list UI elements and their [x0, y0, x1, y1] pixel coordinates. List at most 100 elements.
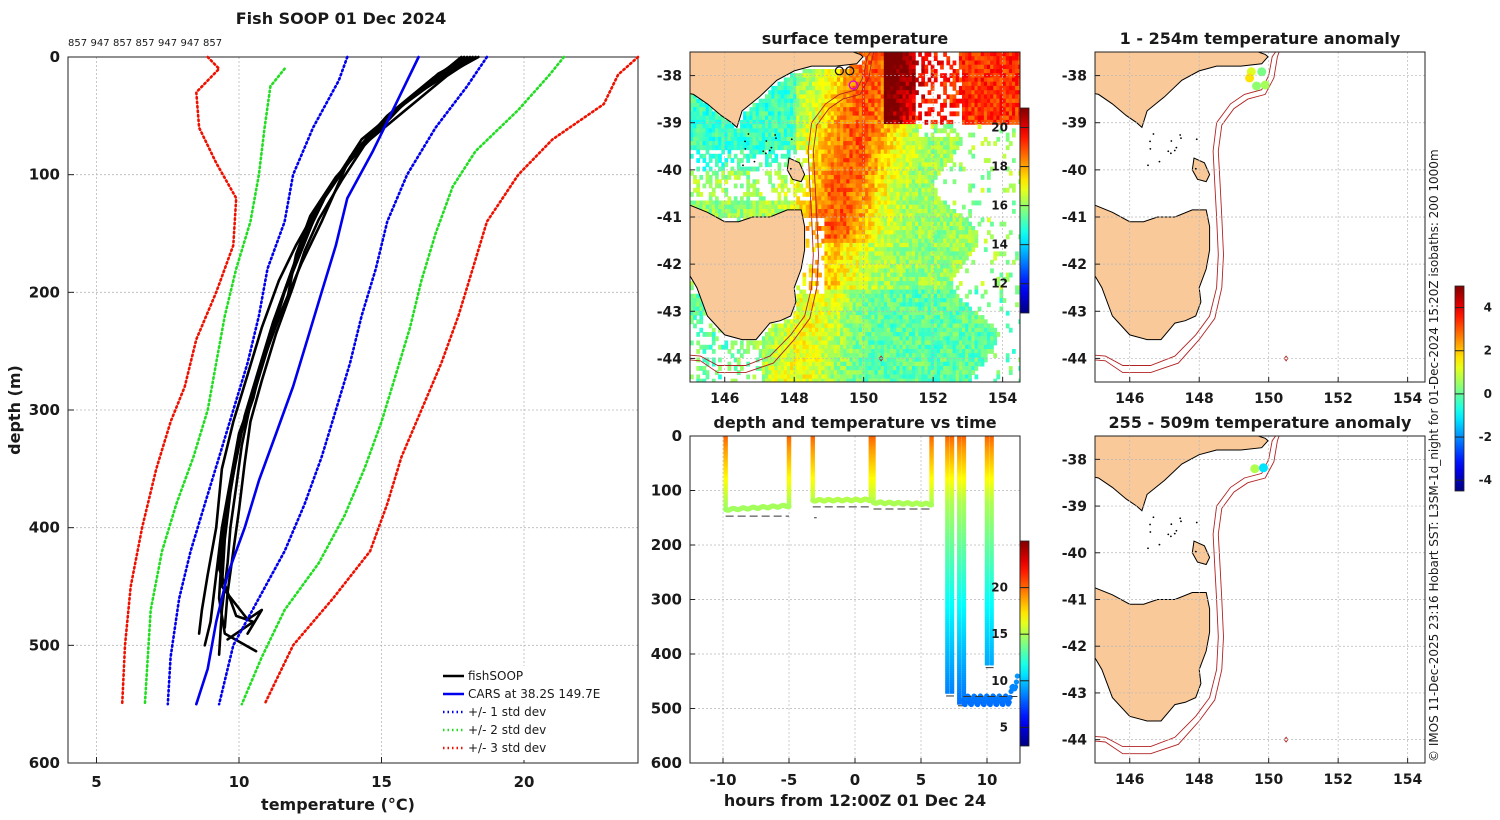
sst-cell	[811, 179, 816, 185]
sst-cell	[796, 145, 801, 151]
sst-cell	[852, 179, 857, 185]
sst-cell	[877, 217, 882, 223]
sst-cell	[771, 128, 776, 134]
sst-cell	[836, 136, 841, 142]
sst-cell	[721, 136, 726, 142]
sst-cell	[918, 242, 922, 248]
sst-cell	[899, 319, 904, 325]
sst-cell	[902, 340, 907, 346]
sst-cell	[771, 85, 776, 91]
sst-cell	[783, 111, 788, 117]
sst-cell	[877, 158, 882, 163]
sst-cell	[902, 204, 907, 210]
sst-cell	[983, 158, 988, 163]
sst-cell	[793, 310, 797, 316]
sst-cell	[908, 264, 913, 269]
sst-cell	[830, 353, 835, 359]
sst-cell	[915, 141, 919, 146]
sst-cell	[1002, 98, 1007, 104]
sst-cell	[965, 238, 969, 244]
sst-cell	[808, 166, 813, 172]
sst-cell	[849, 217, 854, 223]
sst-cell	[774, 336, 779, 342]
sst-cell	[874, 226, 879, 231]
sst-cell	[1018, 56, 1020, 62]
sst-cell	[883, 226, 888, 231]
sst-cell	[783, 94, 788, 100]
sst-cell	[987, 81, 991, 87]
sst-cell	[868, 310, 872, 316]
sst-cell	[937, 298, 941, 303]
sst-cell	[893, 145, 897, 151]
sst-cell	[715, 204, 719, 210]
sst-cell	[912, 238, 916, 244]
sst-cell	[937, 285, 941, 291]
sst-cell	[871, 187, 876, 193]
sst-cell	[811, 319, 816, 325]
sst-cell	[865, 349, 869, 354]
sst-cell	[896, 293, 901, 299]
sst-cell	[912, 289, 916, 295]
sst-cell	[940, 353, 944, 359]
sst-cell	[783, 77, 788, 83]
sst-cell	[958, 336, 963, 342]
sst-cell	[890, 60, 894, 66]
sst-cell	[755, 340, 760, 346]
sst-cell	[811, 170, 816, 176]
sst-cell	[696, 310, 701, 316]
sst-cell	[793, 119, 797, 125]
sst-cell	[977, 349, 982, 354]
sst-cell	[946, 238, 951, 244]
sst-cell	[930, 81, 935, 87]
sst-cell	[824, 238, 829, 244]
sst-cell	[902, 192, 907, 197]
sst-cell	[924, 340, 929, 346]
sst-cell	[802, 298, 807, 303]
sst-cell	[840, 124, 844, 129]
sst-cell	[980, 217, 985, 223]
sst-cell	[902, 141, 907, 146]
sst-cell	[815, 102, 819, 108]
sst-cell	[818, 115, 822, 121]
sst-cell	[718, 128, 722, 134]
sst-cell	[893, 153, 897, 159]
sst-cell	[833, 302, 838, 308]
sst-cell	[802, 310, 807, 316]
sst-cell	[962, 259, 966, 265]
sst-cell	[912, 158, 916, 163]
sst-cell	[952, 128, 957, 134]
sst-cell	[908, 251, 913, 257]
sst-cell	[830, 323, 835, 329]
sst-cell	[927, 310, 932, 316]
sst-cell	[924, 226, 929, 231]
sst-cell	[786, 81, 791, 87]
sst-cell	[896, 315, 901, 320]
sst-cell	[874, 77, 879, 83]
sst-cell	[930, 179, 935, 185]
sst-cell	[952, 102, 957, 108]
sst-cell	[740, 128, 744, 134]
sst-cell	[721, 128, 726, 134]
sst-cell	[977, 77, 982, 83]
sst-cell	[858, 136, 863, 142]
sst-cell	[993, 353, 998, 359]
sst-cell	[790, 98, 794, 104]
sst-cell	[815, 166, 819, 172]
sst-cell	[899, 128, 904, 134]
sst-cell	[733, 213, 738, 219]
sst-cell	[915, 209, 919, 214]
sst-cell	[968, 94, 972, 100]
sst-cell	[715, 132, 719, 138]
sst-cell	[852, 192, 857, 197]
sst-cell	[937, 217, 941, 223]
sst-cell	[824, 251, 829, 257]
sst-cell	[924, 238, 929, 244]
sst-cell	[768, 124, 772, 129]
sst-cell	[993, 52, 998, 57]
sst-cell	[855, 272, 860, 278]
sst-cell	[899, 310, 904, 316]
sst-cell	[855, 230, 860, 236]
sst-cell	[802, 204, 807, 210]
sst-cell	[1005, 56, 1010, 62]
sst-cell	[843, 132, 847, 138]
